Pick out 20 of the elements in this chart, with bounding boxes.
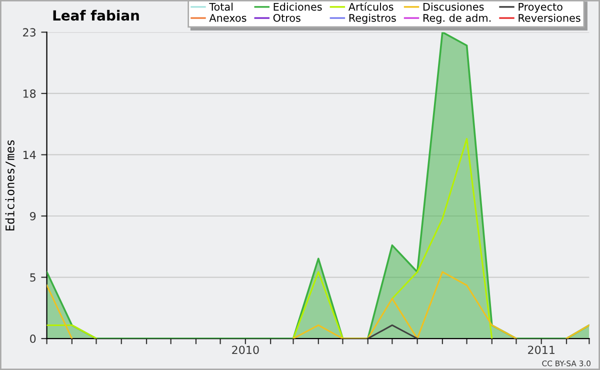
legend-label: Otros [273,14,300,22]
x-tick-label: 2010 [232,346,259,354]
chart-title: Leaf fabian [53,10,139,21]
y-tick-label: 23 [23,28,36,37]
legend-label: Registros [349,14,396,24]
legend-label: Anexos [209,14,246,22]
x-tick-label: 2011 [528,346,554,354]
legend-label: Proyecto [518,2,562,13]
y-axis-title: Ediciones/mes [5,140,16,230]
legend-label: Ediciones [274,2,322,11]
legend-label: Artículos [348,2,394,11]
legend-label: Reg. de adm. [423,14,491,24]
y-tick-label: 5 [30,273,36,282]
legend-label: Discusiones [423,2,484,11]
y-tick-label: 18 [23,89,36,98]
y-tick-label: 14 [23,150,36,159]
y-tick-label: 9 [30,212,36,220]
legend-label: Reversiones [518,14,580,22]
legend-label: Total [209,2,233,11]
y-tick-label: 0 [30,334,36,343]
